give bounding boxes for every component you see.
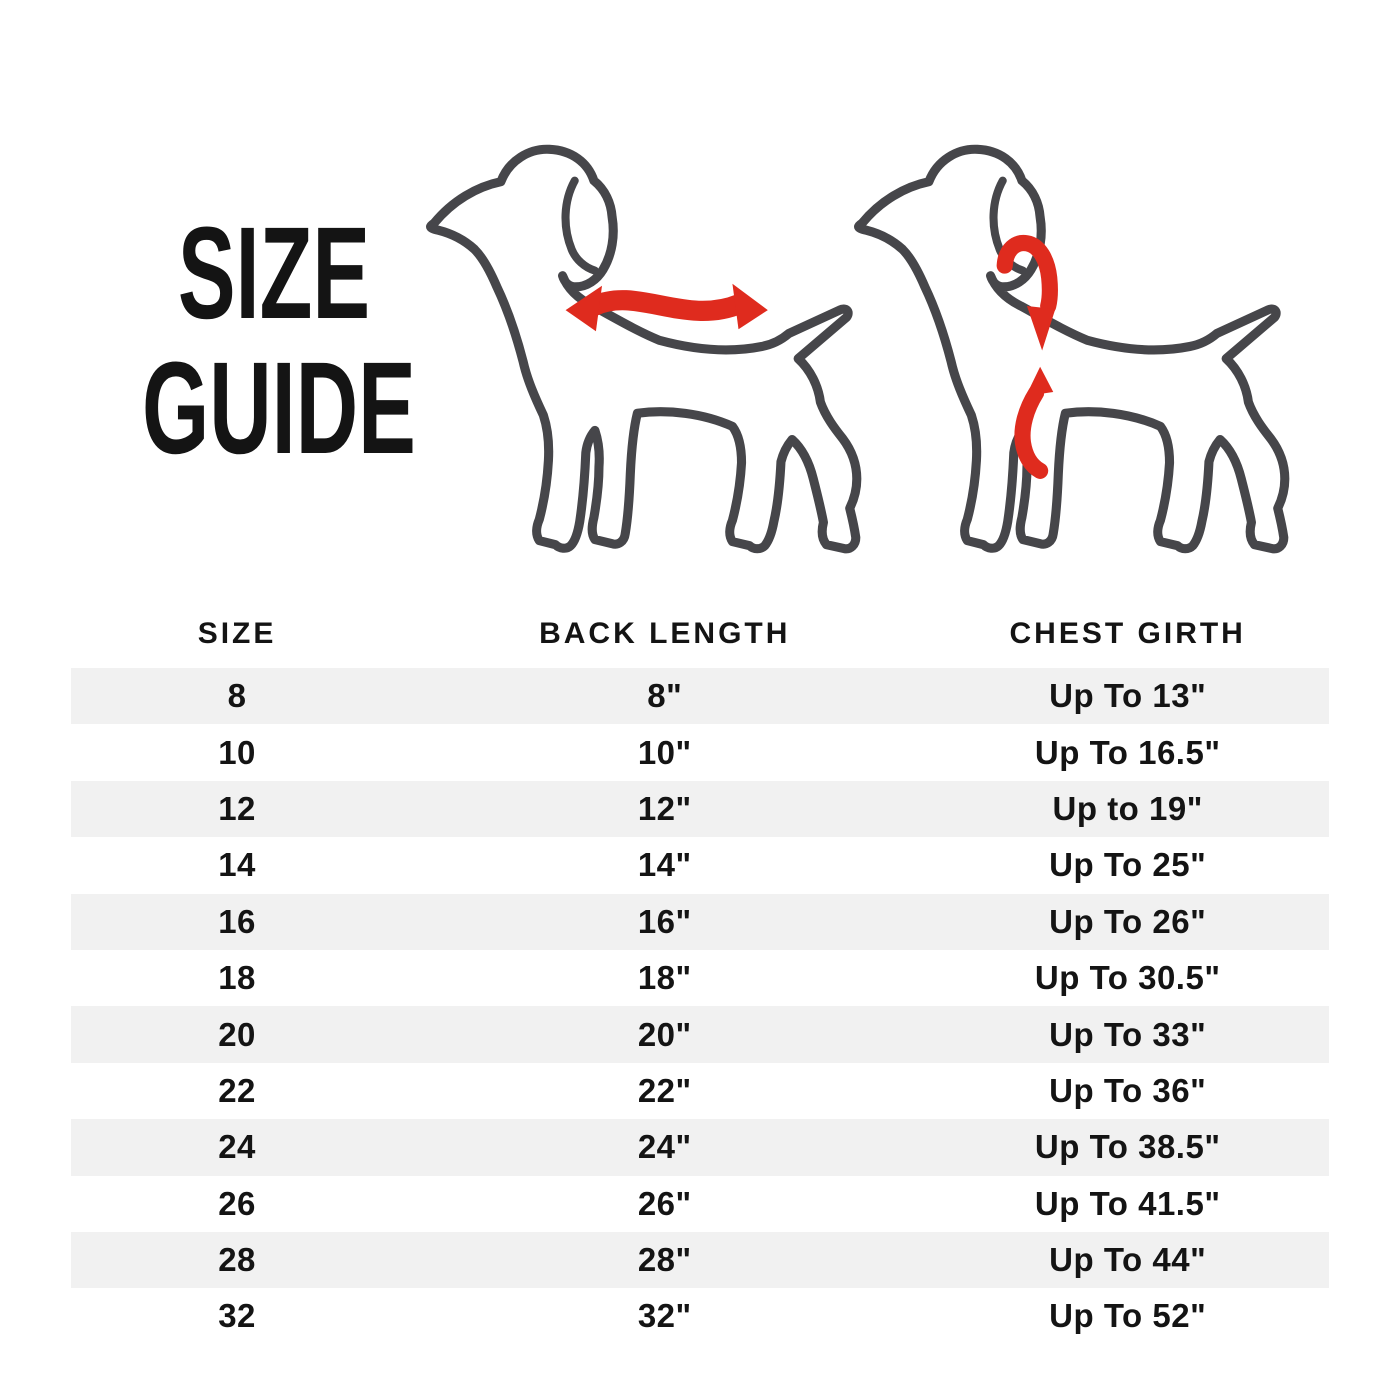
chest-girth-value: Up To 30.5" bbox=[1034, 959, 1221, 997]
table-row: 28 28" Up To 44" bbox=[71, 1231, 1329, 1289]
table-row: 10 10" Up To 16.5" bbox=[71, 724, 1329, 780]
chest-girth-value: Up to 19" bbox=[1052, 789, 1203, 827]
size-value: 12 bbox=[218, 789, 256, 827]
table-row: 18 18" Up To 30.5" bbox=[71, 950, 1329, 1006]
dog-outline bbox=[854, 144, 1290, 554]
chest-girth-down-head bbox=[1026, 306, 1056, 351]
table-row: 24 24" Up To 38.5" bbox=[71, 1119, 1329, 1176]
back-length-arrow-right-head bbox=[732, 283, 768, 330]
chest-girth-value: Up To 26" bbox=[1049, 902, 1207, 940]
back-length-value: 32" bbox=[637, 1297, 692, 1335]
dog-outline bbox=[426, 144, 862, 554]
back-length-value: 12" bbox=[637, 789, 692, 827]
size-value: 8 bbox=[227, 677, 247, 715]
size-table-body: 8 8" Up To 13" 10 10" Up To 16.5" 12 12"… bbox=[71, 668, 1329, 1345]
size-value: 14 bbox=[218, 846, 256, 884]
size-value: 10 bbox=[218, 733, 256, 771]
back-length-value: 18" bbox=[637, 959, 692, 997]
chest-girth-value: Up To 33" bbox=[1049, 1015, 1207, 1053]
chest-girth-value: Up To 13" bbox=[1049, 677, 1207, 715]
size-value: 16 bbox=[218, 902, 256, 940]
back-length-value: 20" bbox=[637, 1015, 692, 1053]
chest-girth-bottom-loop bbox=[1014, 384, 1049, 479]
size-value: 22 bbox=[218, 1071, 256, 1109]
size-value: 24 bbox=[218, 1128, 256, 1166]
chest-girth-value: Up To 52" bbox=[1049, 1297, 1207, 1335]
size-value: 26 bbox=[218, 1184, 256, 1222]
back-length-value: 8" bbox=[647, 677, 683, 715]
back-length-value: 14" bbox=[637, 846, 692, 884]
page-title-line2: GUIDE bbox=[142, 333, 416, 481]
chest-girth-value: Up To 16.5" bbox=[1034, 733, 1221, 771]
back-length-arrow-band bbox=[589, 290, 744, 321]
table-row: 12 12" Up to 19" bbox=[71, 780, 1329, 838]
table-row: 20 20" Up To 33" bbox=[71, 1006, 1329, 1063]
chest-girth-arrow-icon bbox=[996, 234, 1058, 479]
back-length-value: 26" bbox=[637, 1184, 692, 1222]
size-value: 28 bbox=[218, 1241, 256, 1279]
back-length-value: 10" bbox=[637, 733, 692, 771]
dog-ear-line bbox=[561, 176, 599, 275]
page-title-line1: SIZE bbox=[177, 199, 371, 346]
back-length-value: 28" bbox=[637, 1241, 692, 1279]
size-value: 20 bbox=[218, 1015, 256, 1053]
size-table: SIZE BACK LENGTH CHEST GIRTH 8 8" Up To … bbox=[71, 600, 1329, 1345]
table-row: 16 16" Up To 26" bbox=[71, 893, 1329, 950]
chest-girth-value: Up To 41.5" bbox=[1034, 1184, 1221, 1222]
header-size: SIZE bbox=[197, 617, 277, 650]
chest-girth-value: Up To 38.5" bbox=[1034, 1128, 1221, 1166]
back-length-value: 16" bbox=[637, 902, 692, 940]
back-length-value: 24" bbox=[637, 1128, 692, 1166]
back-length-dog-diagram bbox=[426, 144, 862, 554]
page-title: SIZE GUIDE bbox=[142, 199, 416, 481]
table-row: 14 14" Up To 25" bbox=[71, 837, 1329, 893]
dog-ear-line bbox=[989, 176, 1027, 275]
chest-girth-value: Up To 44" bbox=[1049, 1241, 1207, 1279]
back-length-arrow-left-head bbox=[565, 285, 602, 332]
back-length-value: 22" bbox=[637, 1071, 692, 1109]
chest-girth-dog-diagram bbox=[854, 144, 1290, 554]
table-row: 26 26" Up To 41.5" bbox=[71, 1176, 1329, 1232]
table-row: 32 32" Up To 52" bbox=[71, 1288, 1329, 1344]
chest-girth-value: Up To 25" bbox=[1049, 846, 1207, 884]
size-value: 18 bbox=[218, 959, 256, 997]
table-row: 8 8" Up To 13" bbox=[71, 668, 1329, 725]
chest-girth-top-loop bbox=[996, 234, 1058, 315]
header-back-length: BACK LENGTH bbox=[539, 617, 791, 650]
table-row: 22 22" Up To 36" bbox=[71, 1063, 1329, 1119]
chest-girth-value: Up To 36" bbox=[1049, 1071, 1207, 1109]
back-length-arrow-icon bbox=[565, 283, 768, 332]
header-chest-girth: CHEST GIRTH bbox=[1009, 617, 1246, 650]
size-table-header-row: SIZE BACK LENGTH CHEST GIRTH bbox=[71, 600, 1329, 668]
size-value: 32 bbox=[218, 1297, 256, 1335]
